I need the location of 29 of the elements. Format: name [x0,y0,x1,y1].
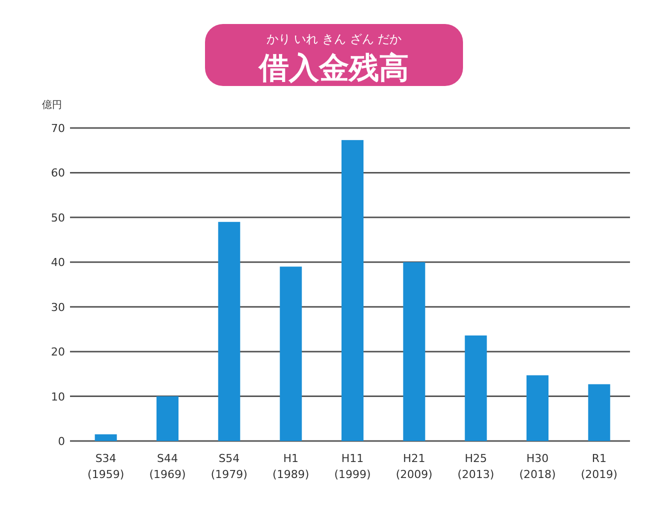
y-axis-title: 億円 [42,99,62,111]
x-tick-label: S54 (1979) [210,452,248,481]
x-tick-label: H11 (1999) [334,452,371,481]
y-tick-label: 0 [58,435,65,448]
chart-title: 借入金残高 [258,51,409,86]
x-tick-label: R1 (2019) [580,452,618,481]
bar [94,434,117,441]
x-tick-label: H21 (2009) [396,452,432,481]
x-tick-label: S34 (1959) [88,452,124,481]
y-tick-label: 20 [51,346,65,359]
bar [280,266,302,441]
y-tick-label: 60 [51,166,65,180]
x-tick-label: H30 (2018) [519,452,556,481]
bar [588,384,610,441]
y-tick-label: 50 [51,211,65,224]
bar [464,335,487,441]
x-tick-label: H1 (1989) [272,452,310,481]
x-tick-label: S44 (1969) [149,452,186,481]
bar [342,140,364,441]
chart-subtitle: かり いれ きん ざん だか [266,32,402,46]
bar [156,396,178,441]
bar [403,262,426,441]
x-tick-label: H25 (2013) [458,452,494,481]
bar [218,222,240,441]
y-tick-label: 70 [51,122,65,135]
bar [526,375,548,441]
y-tick-label: 10 [51,390,65,404]
y-tick-label: 30 [51,300,65,314]
y-tick-label: 40 [51,256,65,270]
